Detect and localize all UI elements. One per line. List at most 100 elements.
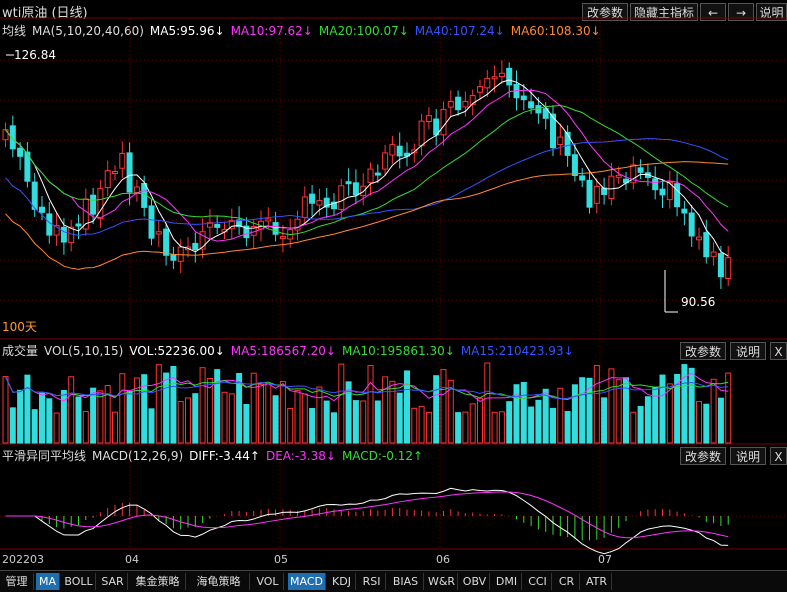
volume-bar	[725, 372, 732, 444]
candle-body	[637, 167, 644, 173]
volume-bar	[214, 369, 221, 444]
candle-body	[696, 236, 702, 241]
candle-body	[520, 95, 527, 101]
candle-body	[199, 231, 206, 250]
toolbar-sar[interactable]: SAR	[98, 573, 128, 590]
vol-ma10-value: MA10:195861.30↓	[341, 344, 455, 358]
candle-body	[659, 188, 666, 196]
volume-bar	[637, 406, 644, 444]
toolbar-bias[interactable]: BIAS	[388, 573, 424, 590]
volume-bar	[404, 370, 410, 444]
toolbar-boll[interactable]: BOLL	[62, 573, 96, 590]
volume-bar	[374, 400, 381, 444]
candle-body	[97, 187, 104, 220]
volume-bar	[528, 406, 535, 444]
x-label-05: 05	[274, 553, 288, 566]
macd-close-icon[interactable]: X	[770, 447, 787, 465]
candle-body	[425, 115, 432, 122]
toolbar-cci[interactable]: CCI	[524, 573, 552, 590]
volume-bar	[46, 398, 53, 444]
toolbar-turtle-strategy[interactable]: 海龟策略	[188, 573, 250, 590]
volume-bar	[571, 384, 578, 444]
vol-ma10-line	[5, 376, 729, 400]
volume-bar	[345, 381, 352, 444]
candle-body	[717, 253, 724, 278]
toolbar-manage[interactable]: 管理	[0, 573, 34, 590]
macd-edit-params-button[interactable]: 改参数	[680, 447, 726, 465]
candle-body	[39, 206, 45, 213]
candle-body	[104, 170, 111, 189]
arrow-left-icon[interactable]: ←	[700, 3, 726, 21]
volume-bar	[703, 403, 710, 444]
toolbar-obv[interactable]: OBV	[460, 573, 490, 590]
candle-body	[593, 185, 600, 204]
candle-body	[608, 175, 615, 200]
ma5-line	[5, 79, 729, 257]
toolbar-ma[interactable]: MA	[36, 573, 60, 590]
volume-bar	[579, 377, 586, 444]
volume-bar	[425, 411, 432, 444]
macd-help-button[interactable]: 说明	[730, 447, 766, 465]
toolbar-kdj[interactable]: KDJ	[328, 573, 356, 590]
candle-body	[666, 181, 673, 201]
vol-edit-params-button[interactable]: 改参数	[680, 342, 726, 360]
vol-ma15-value: MA15:210423.93↓	[460, 344, 574, 358]
vol-close-icon[interactable]: X	[770, 342, 787, 360]
volume-bar	[221, 391, 228, 444]
arrow-right-icon[interactable]: →	[728, 3, 754, 21]
volume-bar	[352, 400, 359, 444]
volume-bar	[141, 374, 148, 444]
ma-legend: 均线 MA(5,10,20,40,60) MA5:95.96↓ MA10:97.62↓…	[2, 22, 607, 39]
volume-bar	[331, 412, 337, 444]
volume-bar	[550, 407, 556, 444]
volume-bar	[53, 412, 60, 444]
toolbar-dmi[interactable]: DMI	[492, 573, 522, 590]
candle-body	[53, 225, 60, 236]
vol-legend-params: VOL(5,10,15)	[44, 344, 124, 358]
volume-bar	[17, 389, 24, 444]
candle-body	[710, 251, 717, 257]
candle-body	[418, 120, 425, 147]
toolbar-rsi[interactable]: RSI	[358, 573, 386, 590]
toolbar-jijin-strategy[interactable]: 集金策略	[130, 573, 186, 590]
candle-body	[396, 145, 403, 157]
candle-body	[352, 182, 359, 196]
candle-body	[462, 101, 469, 108]
volume-bar	[484, 362, 491, 444]
toolbar-atr[interactable]: ATR	[582, 573, 612, 590]
ma60-value: MA60:108.30↓	[510, 24, 601, 38]
ma10-line	[5, 89, 729, 242]
candle-body	[440, 108, 447, 136]
candle-body	[170, 254, 177, 261]
high-price-label: 126.84	[14, 48, 56, 62]
help-button[interactable]: 说明	[756, 3, 787, 21]
candle-body	[323, 197, 330, 208]
candle-body	[60, 226, 67, 243]
candle-body	[126, 152, 133, 193]
candle-body	[528, 101, 535, 109]
vol-help-button[interactable]: 说明	[730, 342, 766, 360]
x-label-07: 07	[598, 553, 612, 566]
toolbar-vol[interactable]: VOL	[252, 573, 284, 590]
candle-body	[112, 171, 118, 175]
toolbar-wr[interactable]: W&R	[426, 573, 458, 590]
volume-bar	[97, 390, 104, 444]
volume-bar	[666, 383, 673, 444]
volume-bar	[389, 380, 396, 444]
candle-body	[469, 95, 476, 105]
candle-body	[447, 101, 454, 108]
toolbar-cr[interactable]: CR	[554, 573, 580, 590]
toolbar-macd[interactable]: MACD	[288, 573, 326, 590]
volume-bar	[75, 396, 82, 444]
volume-bar	[564, 411, 571, 444]
candle-body	[279, 236, 286, 240]
period-label: 100天	[2, 320, 37, 334]
vol-ma5-line	[5, 372, 729, 403]
candle-body	[615, 174, 622, 178]
volume-bar	[491, 411, 498, 444]
candle-body	[681, 208, 688, 214]
edit-params-button[interactable]: 改参数	[582, 3, 628, 21]
volume-bar	[498, 411, 505, 444]
hide-main-indicator-button[interactable]: 隐藏主指标	[630, 3, 698, 21]
candle-body	[17, 147, 24, 157]
